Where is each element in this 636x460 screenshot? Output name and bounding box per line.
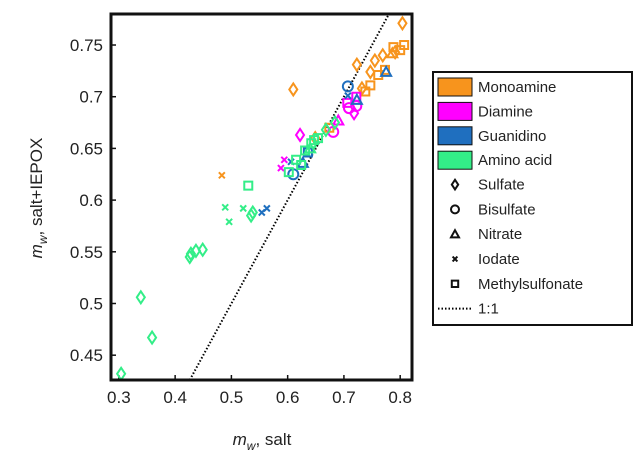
legend-label: Bisulfate xyxy=(478,201,536,218)
y-tick-label: 0.55 xyxy=(70,243,103,262)
data-point xyxy=(356,80,368,97)
legend-label: Diamine xyxy=(478,103,533,120)
data-point xyxy=(287,168,300,181)
data-point xyxy=(247,204,258,221)
y-tick-label: 0.75 xyxy=(70,36,103,55)
x-label-subscript: w xyxy=(247,439,257,453)
y-axis-label: mw, salt+IEPOX xyxy=(27,138,50,259)
data-point xyxy=(306,138,317,149)
data-point xyxy=(388,42,399,53)
y-tick-label: 0.5 xyxy=(79,294,103,313)
y-label-subscript: w xyxy=(36,234,50,244)
y-tick-label: 0.65 xyxy=(70,139,103,158)
data-point xyxy=(399,40,410,51)
data-point xyxy=(341,80,354,93)
data-point xyxy=(320,121,332,138)
x-axis-label: mw, salt xyxy=(233,430,292,453)
data-point xyxy=(218,171,226,179)
reference-line xyxy=(188,13,390,381)
data-point xyxy=(373,70,384,80)
y-tick-label: 0.6 xyxy=(79,191,103,210)
legend-label: Guanidino xyxy=(478,128,546,145)
data-point xyxy=(397,15,408,32)
x-tick-label: 0.7 xyxy=(332,388,356,407)
x-tick-label: 0.4 xyxy=(163,388,187,407)
legend-swatch xyxy=(437,101,473,121)
data-point xyxy=(327,125,340,138)
data-point xyxy=(395,45,406,56)
legend-swatch xyxy=(437,150,473,170)
data-point xyxy=(296,159,307,170)
data-point xyxy=(351,56,363,73)
data-point xyxy=(379,64,393,77)
y-tick-label: 0.7 xyxy=(79,88,103,107)
data-point xyxy=(263,204,271,213)
x-label-text: , salt xyxy=(255,430,291,449)
legend-marker xyxy=(449,204,461,215)
data-point xyxy=(280,156,288,164)
y-tick-label: 0.45 xyxy=(70,346,103,365)
data-point xyxy=(288,81,299,98)
plot-frame xyxy=(109,12,414,382)
x-tick-label: 0.5 xyxy=(220,388,244,407)
x-tick-label: 0.6 xyxy=(276,388,300,407)
legend-marker xyxy=(450,177,460,192)
data-point xyxy=(369,52,381,69)
legend-label: Sulfate xyxy=(478,177,525,194)
legend-label: Iodate xyxy=(478,251,520,268)
data-point xyxy=(348,105,360,122)
data-point xyxy=(239,204,247,213)
legend-label: Amino acid xyxy=(478,152,552,169)
legend-label: Methylsulfonate xyxy=(478,276,583,293)
data-point xyxy=(365,64,376,80)
legend-marker xyxy=(449,228,461,239)
data-point xyxy=(291,154,302,165)
y-label-symbol: m xyxy=(27,244,46,258)
data-point xyxy=(184,249,195,265)
data-point xyxy=(365,80,376,91)
legend-label: Nitrate xyxy=(478,226,522,243)
legend: Monoamine Diamine Guanidino Amino acid Sulfa… xyxy=(432,71,633,326)
x-tick-label: 0.3 xyxy=(107,388,131,407)
data-point xyxy=(283,167,294,178)
data-point xyxy=(221,203,229,212)
y-label-text: , salt+IEPOX xyxy=(27,138,46,236)
data-point xyxy=(350,92,364,105)
data-point xyxy=(303,141,317,154)
data-point xyxy=(277,164,285,172)
data-point xyxy=(197,241,208,258)
legend-swatch xyxy=(437,77,473,97)
data-point xyxy=(377,47,388,64)
data-point xyxy=(385,46,400,59)
legend-label: 1:1 xyxy=(478,301,499,318)
data-point xyxy=(243,180,254,191)
data-point xyxy=(329,114,341,131)
data-point xyxy=(135,289,147,306)
x-tick-label: 0.8 xyxy=(388,388,412,407)
x-label-symbol: m xyxy=(233,430,247,449)
data-point xyxy=(313,133,324,144)
data-point xyxy=(344,91,352,100)
data-point xyxy=(225,218,233,226)
data-point xyxy=(294,127,306,143)
data-point xyxy=(146,329,158,346)
legend-swatch xyxy=(437,126,473,146)
legend-label: Monoamine xyxy=(478,79,556,96)
legend-marker xyxy=(451,255,459,263)
legend-marker xyxy=(450,279,460,288)
